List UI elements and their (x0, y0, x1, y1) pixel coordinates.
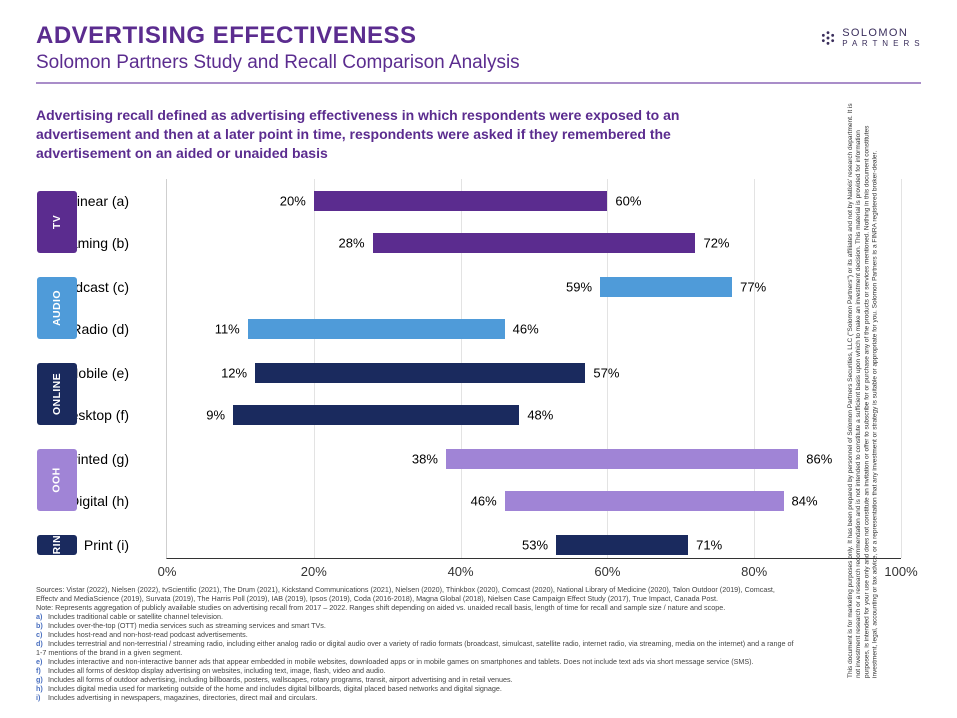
footnote-text: Includes host-read and non-host-read pod… (46, 630, 248, 639)
category-tab: OOH (37, 449, 77, 511)
footnote-text: Includes all forms of desktop display ad… (46, 666, 386, 675)
bar-high-label: 57% (585, 365, 619, 380)
footnote-item: e) Includes interactive and non-interact… (36, 657, 797, 666)
bar-low-label: 28% (339, 235, 373, 250)
chart-row: Linear (a)20%60% (167, 191, 901, 211)
page-subtitle: Solomon Partners Study and Recall Compar… (36, 52, 921, 84)
bar-low-label: 12% (221, 365, 255, 380)
x-axis-tick: 0% (158, 558, 177, 579)
footnote-key: a) (36, 612, 46, 621)
x-axis-tick: 40% (448, 558, 474, 579)
bar-low-label: 20% (280, 193, 314, 208)
category-tab-label: OOH (51, 467, 63, 492)
x-axis-tick: 60% (594, 558, 620, 579)
chart-row: Printed (g)38%86% (167, 449, 901, 469)
category-tab: ONLINE (37, 363, 77, 425)
bar-low-label: 9% (206, 407, 233, 422)
category-tab-label: AUDIO (51, 290, 63, 326)
logo-line1: SOLOMON (842, 28, 921, 40)
footnote-item: a) Includes traditional cable or satelli… (36, 612, 797, 621)
x-axis-tick: 80% (741, 558, 767, 579)
footnote-text: Includes advertising in newspapers, maga… (46, 693, 317, 702)
row-label: Print (i) (84, 537, 129, 553)
category-tab-label: ONLINE (51, 373, 63, 415)
chart-row: Desktop (f)9%48% (167, 405, 901, 425)
footnote-key: i) (36, 693, 46, 702)
bar-high-label: 60% (607, 193, 641, 208)
range-bar (556, 535, 688, 555)
row-label: Radio (d) (71, 321, 129, 337)
logo-icon (820, 30, 836, 46)
range-bar (314, 191, 608, 211)
disclaimer-vertical: This document is for marketing purposes … (847, 100, 937, 678)
bar-high-label: 48% (519, 407, 553, 422)
range-bar (373, 233, 696, 253)
footnote-item: d) Includes terrestrial and non-terrestr… (36, 639, 797, 657)
footnote-key: b) (36, 621, 46, 630)
footnote-key: c) (36, 630, 46, 639)
bar-low-label: 59% (566, 279, 600, 294)
footnote-note: Note: Represents aggregation of publicly… (36, 603, 797, 612)
brand-logo: SOLOMON P A R T N E R S (820, 28, 921, 48)
category-tab: TV (37, 191, 77, 253)
range-bar (255, 363, 585, 383)
footnote-text: Includes over-the-top (OTT) media servic… (46, 621, 326, 630)
bar-low-label: 53% (522, 537, 556, 552)
bar-high-label: 77% (732, 279, 766, 294)
bar-high-label: 72% (695, 235, 729, 250)
footnote-text: Includes traditional cable or satellite … (46, 612, 223, 621)
bar-high-label: 86% (798, 451, 832, 466)
chart-description: Advertising recall defined as advertisin… (0, 92, 760, 173)
row-label: Linear (a) (69, 193, 129, 209)
footnote-text: Includes interactive and non-interactive… (46, 657, 754, 666)
range-bar (600, 277, 732, 297)
row-label: Digital (h) (69, 493, 129, 509)
footnote-key: d) (36, 639, 46, 648)
footnote-key: h) (36, 684, 46, 693)
logo-line2: P A R T N E R S (842, 40, 921, 48)
range-bar (233, 405, 519, 425)
footnote-key: e) (36, 657, 46, 666)
chart-plot: 0%20%40%60%80%100%Linear (a)20%60%Stream… (166, 179, 901, 559)
footnote-item: c) Includes host-read and non-host-read … (36, 630, 797, 639)
footnote-text: Includes digital media used for marketin… (46, 684, 502, 693)
bar-high-label: 71% (688, 537, 722, 552)
chart-row: Digital (h)46%84% (167, 491, 901, 511)
footnote-text: Includes all forms of outdoor advertisin… (46, 675, 513, 684)
chart-row: Mobile (e)12%57% (167, 363, 901, 383)
category-tab-label: TV (51, 215, 63, 229)
footnote-item: h) Includes digital media used for marke… (36, 684, 797, 693)
bar-high-label: 84% (784, 493, 818, 508)
chart-row: Radio (d)11%46% (167, 319, 901, 339)
footnote-item: g) Includes all forms of outdoor adverti… (36, 675, 797, 684)
footnote-item: f) Includes all forms of desktop display… (36, 666, 797, 675)
bar-low-label: 46% (471, 493, 505, 508)
chart-row: Podcast (c)59%77% (167, 277, 901, 297)
category-tab-label: PRINT (51, 528, 63, 562)
footnote-text: Includes terrestrial and non-terrestrial… (36, 639, 794, 657)
category-tab: PRINT (37, 535, 77, 555)
bar-high-label: 46% (505, 321, 539, 336)
chart-container: 0%20%40%60%80%100%Linear (a)20%60%Stream… (36, 179, 901, 559)
footnote-key: f) (36, 666, 46, 675)
logo-text: SOLOMON P A R T N E R S (842, 28, 921, 48)
footnote-key: g) (36, 675, 46, 684)
page-title: ADVERTISING EFFECTIVENESS (36, 22, 921, 50)
chart-row: Streaming (b)28%72% (167, 233, 901, 253)
x-axis-tick: 20% (301, 558, 327, 579)
range-bar (248, 319, 505, 339)
footnote-sources: Sources: Vistar (2022), Nielsen (2022), … (36, 585, 797, 603)
bar-low-label: 11% (215, 321, 248, 336)
range-bar (505, 491, 784, 511)
category-tab: AUDIO (37, 277, 77, 339)
footnote-item: i) Includes advertising in newspapers, m… (36, 693, 797, 702)
bar-low-label: 38% (412, 451, 446, 466)
header: ADVERTISING EFFECTIVENESS Solomon Partne… (0, 0, 957, 92)
chart-row: Print (i)53%71% (167, 535, 901, 555)
footnotes: Sources: Vistar (2022), Nielsen (2022), … (36, 585, 797, 702)
range-bar (446, 449, 798, 469)
footnote-item: b) Includes over-the-top (OTT) media ser… (36, 621, 797, 630)
